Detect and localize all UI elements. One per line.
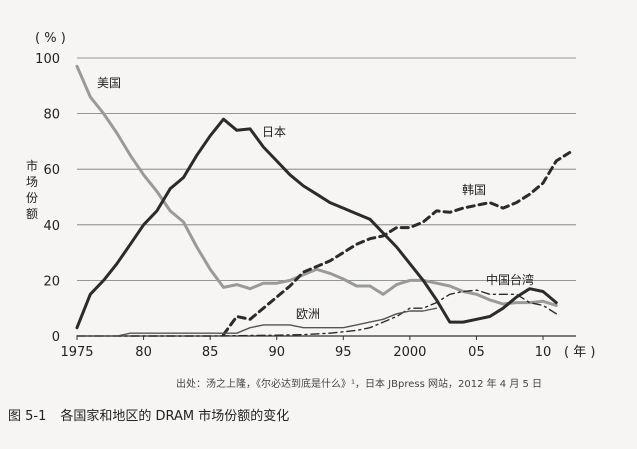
- y-tick-labels: 0 20 40 60 80 100: [35, 52, 60, 345]
- series-line-4: [76, 307, 438, 337]
- x-tick-label: 10: [535, 345, 552, 360]
- x-tick-label: 05: [468, 345, 485, 360]
- figure-number: 图 5-1: [8, 409, 47, 424]
- x-tick-label: 90: [268, 345, 285, 360]
- y-axis-label-char: 市: [26, 158, 38, 173]
- x-tick-label: 1975: [60, 345, 93, 360]
- figure-caption: 图 5-1 各国家和地区的 DRAM 市场份额的变化: [8, 405, 289, 424]
- grid-lines: [77, 57, 576, 337]
- x-tick-labels: 1975 80 85 90 95 2000 05 10: [60, 336, 551, 360]
- x-tick-label: 80: [135, 345, 152, 360]
- series-label-europe: 欧洲: [296, 307, 320, 321]
- x-tick-label: 95: [335, 345, 352, 360]
- y-tick-label: 0: [52, 330, 60, 345]
- x-unit-label: ( 年 ): [564, 345, 595, 360]
- figure-title: 各国家和地区的 DRAM 市场份额的变化: [60, 409, 290, 424]
- y-tick-label: 40: [43, 219, 60, 234]
- y-tick-label: 100: [35, 52, 60, 67]
- series-line-3: [76, 289, 557, 337]
- x-tick-label: 85: [202, 345, 219, 360]
- y-axis-label-char: 额: [26, 207, 38, 221]
- y-axis-label-char: 份: [26, 191, 38, 205]
- y-tick-label: 20: [43, 274, 60, 289]
- series-label-taiwan: 中国台湾: [486, 272, 534, 287]
- y-axis-label-char: 场: [26, 175, 38, 189]
- series-line-0: [75, 64, 558, 307]
- series-line-1: [75, 117, 558, 330]
- y-unit-label: ( % ): [35, 31, 66, 46]
- series-lines: [75, 64, 572, 337]
- source-note: 出处：汤之上隆，《尔必达到底是什么》¹，日本 JBpress 网站，2012 年…: [176, 379, 543, 390]
- series-label-korea: 韩国: [462, 182, 486, 197]
- series-line-2: [222, 151, 572, 337]
- series-label-us: 美国: [97, 76, 121, 90]
- y-tick-label: 60: [43, 163, 60, 178]
- y-tick-label: 80: [43, 108, 60, 123]
- x-tick-label: 2000: [393, 345, 426, 360]
- series-label-japan: 日本: [262, 125, 286, 139]
- y-axis-label: 市场份额: [26, 158, 38, 221]
